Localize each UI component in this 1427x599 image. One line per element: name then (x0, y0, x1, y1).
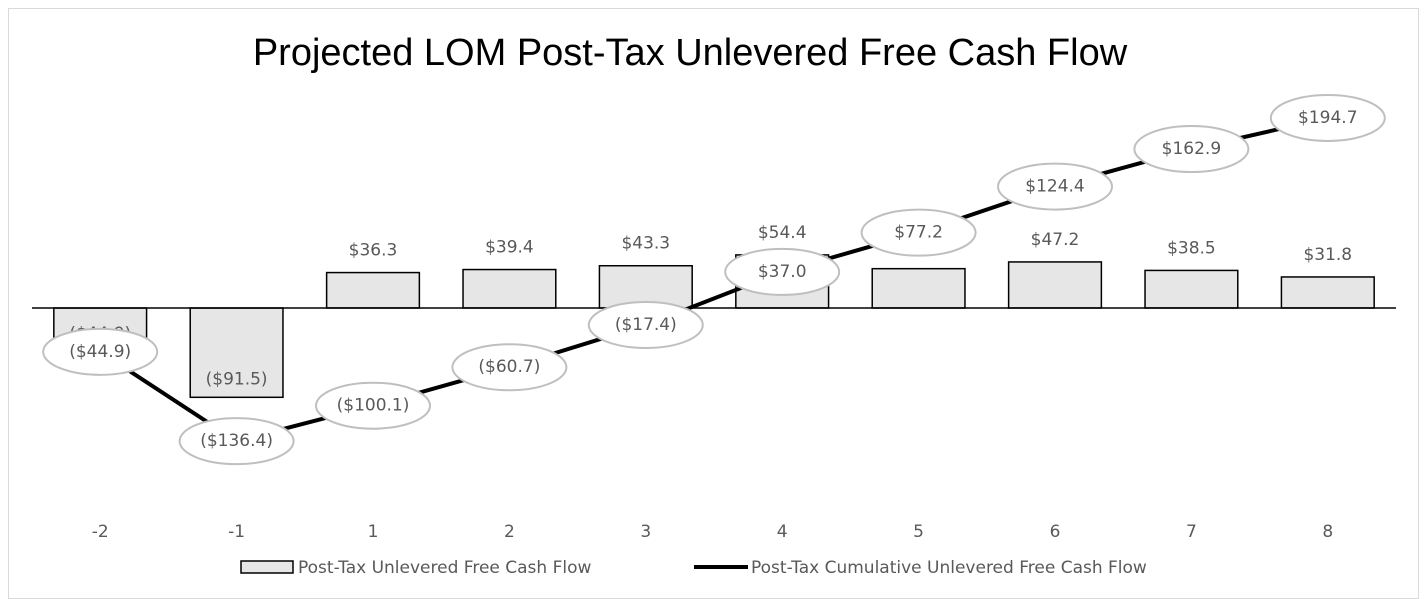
label-bubble (178, 417, 295, 466)
bar-value-label: $43.3 (621, 234, 670, 254)
label-bubble (315, 381, 431, 430)
x-tick-label: 3 (640, 522, 651, 542)
bar-value-label: $47.2 (1031, 230, 1080, 250)
x-tick-label: 4 (777, 522, 788, 542)
x-tick-label: -2 (92, 522, 109, 542)
line-value-label: ($136.4) (200, 431, 273, 451)
bar-value-label: $54.4 (758, 223, 807, 243)
bar (1144, 269, 1239, 309)
label-bubble (724, 247, 841, 296)
x-tick-label: 6 (1050, 522, 1061, 542)
x-tick-label: 1 (368, 522, 379, 542)
bar (1007, 261, 1103, 309)
label-bubble (42, 327, 159, 376)
x-tick-label: 2 (504, 522, 515, 542)
line-value-label: ($44.9) (69, 342, 131, 362)
legend-swatch (240, 560, 294, 574)
bar (189, 307, 284, 399)
label-bubble (451, 343, 568, 392)
line-value-label: $162.9 (1162, 139, 1221, 159)
line-value-label: ($100.1) (337, 396, 410, 416)
legend-label: Post-Tax Unlevered Free Cash Flow (298, 558, 591, 578)
label-bubble (1133, 125, 1250, 174)
line-value-label: ($17.4) (615, 315, 677, 335)
line-value-label: $77.2 (894, 223, 943, 243)
x-tick-label: -1 (228, 522, 245, 542)
bar-value-label: $38.5 (1167, 238, 1216, 258)
x-tick-label: 8 (1322, 522, 1333, 542)
line-value-label: $194.7 (1298, 108, 1357, 128)
label-bubble (860, 208, 977, 257)
line-value-label: $37.0 (758, 262, 807, 282)
bar (325, 271, 421, 309)
bar-value-label: ($91.5) (206, 369, 268, 389)
bar (462, 268, 557, 309)
bar (598, 264, 693, 309)
label-bubble (1269, 93, 1386, 142)
bar (871, 267, 966, 309)
label-bubble (997, 162, 1113, 211)
chart-title: Projected LOM Post-Tax Unlevered Free Ca… (253, 32, 1128, 74)
bar-value-label: $31.8 (1303, 245, 1352, 265)
x-tick-label: 5 (913, 522, 924, 542)
legend-label: Post-Tax Cumulative Unlevered Free Cash … (751, 558, 1147, 578)
bar-value-label: $36.3 (349, 241, 398, 261)
line (99, 116, 1329, 444)
label-bubble (587, 300, 704, 349)
line-value-label: $124.4 (1025, 177, 1084, 197)
bar-value-label: $39.4 (485, 238, 534, 258)
x-tick-label: 7 (1186, 522, 1197, 542)
line-value-label: ($60.7) (478, 357, 540, 377)
bar (1280, 276, 1375, 309)
